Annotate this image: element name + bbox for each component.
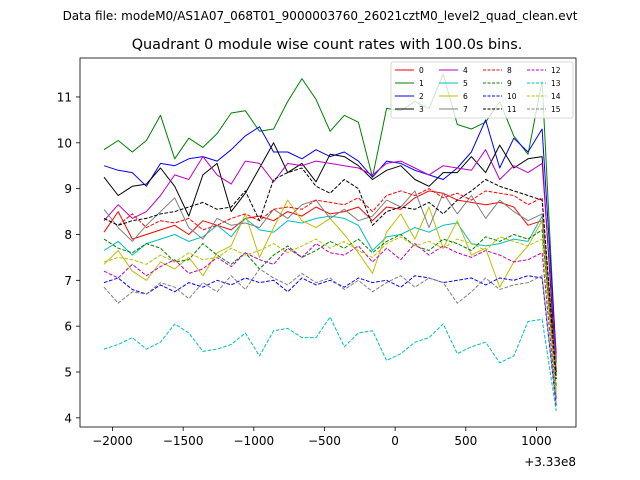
series-line-9 [103, 229, 557, 386]
y-tick-label: 8 [64, 228, 72, 242]
legend-frame [390, 61, 574, 119]
plot-frame [79, 57, 577, 428]
series-line-3 [103, 142, 557, 373]
y-tick-label: 7 [64, 274, 72, 288]
legend-label-5: 5 [463, 79, 468, 88]
series-line-8 [103, 188, 557, 377]
y-tick-label: 6 [64, 320, 72, 334]
series-line-0 [103, 190, 557, 373]
x-tick-label: −1500 [163, 434, 204, 448]
legend-label-15: 15 [551, 105, 561, 114]
legend-label-3: 3 [419, 105, 424, 114]
x-tick-label: 0 [391, 434, 399, 448]
x-tick-label: −500 [308, 434, 341, 448]
series-line-11 [103, 167, 557, 379]
legend-label-11: 11 [507, 105, 517, 114]
y-tick-label: 5 [64, 365, 72, 379]
x-tick-label: 500 [454, 434, 477, 448]
series-line-4 [103, 149, 557, 359]
x-tick-label: 1000 [521, 434, 552, 448]
legend-label-13: 13 [551, 79, 561, 88]
legend-label-9: 9 [507, 79, 512, 88]
legend-label-10: 10 [507, 92, 517, 101]
series-line-10 [103, 275, 557, 407]
legend-label-4: 4 [463, 66, 468, 75]
y-tick-label: 9 [64, 182, 72, 196]
legend-label-2: 2 [419, 92, 424, 101]
series-line-14 [103, 236, 557, 393]
legend-label-1: 1 [419, 79, 424, 88]
series-line-13 [103, 316, 557, 412]
series-line-1 [103, 73, 557, 363]
series-line-2 [103, 119, 557, 354]
x-tick-label: −2000 [92, 434, 133, 448]
y-axis: 4 5 6 7 8 9 10 11 [57, 90, 80, 425]
x-axis: −2000 −1500 −1000 −500 0 500 1000 [92, 427, 552, 448]
series-line-5 [103, 215, 557, 398]
x-tick-label: −1000 [234, 434, 275, 448]
series-line-6 [103, 199, 557, 391]
legend-label-6: 6 [463, 92, 468, 101]
chart-suptitle: Data file: modeM0/AS1A07_068T01_90000037… [63, 9, 578, 23]
y-tick-label: 4 [64, 411, 72, 425]
series-line-12 [103, 243, 557, 400]
series-line-15 [103, 268, 557, 405]
y-tick-label: 11 [57, 90, 72, 104]
y-tick-label: 10 [57, 136, 72, 150]
legend-label-0: 0 [419, 66, 424, 75]
x-offset-label: +3.33e8 [524, 455, 576, 469]
chart-title: Quadrant 0 module wise count rates with … [132, 37, 523, 53]
legend-label-14: 14 [551, 92, 561, 101]
series-layer [103, 73, 557, 412]
legend-label-8: 8 [507, 66, 512, 75]
legend-label-7: 7 [463, 105, 468, 114]
series-line-7 [103, 190, 557, 368]
legend-label-12: 12 [551, 66, 561, 75]
